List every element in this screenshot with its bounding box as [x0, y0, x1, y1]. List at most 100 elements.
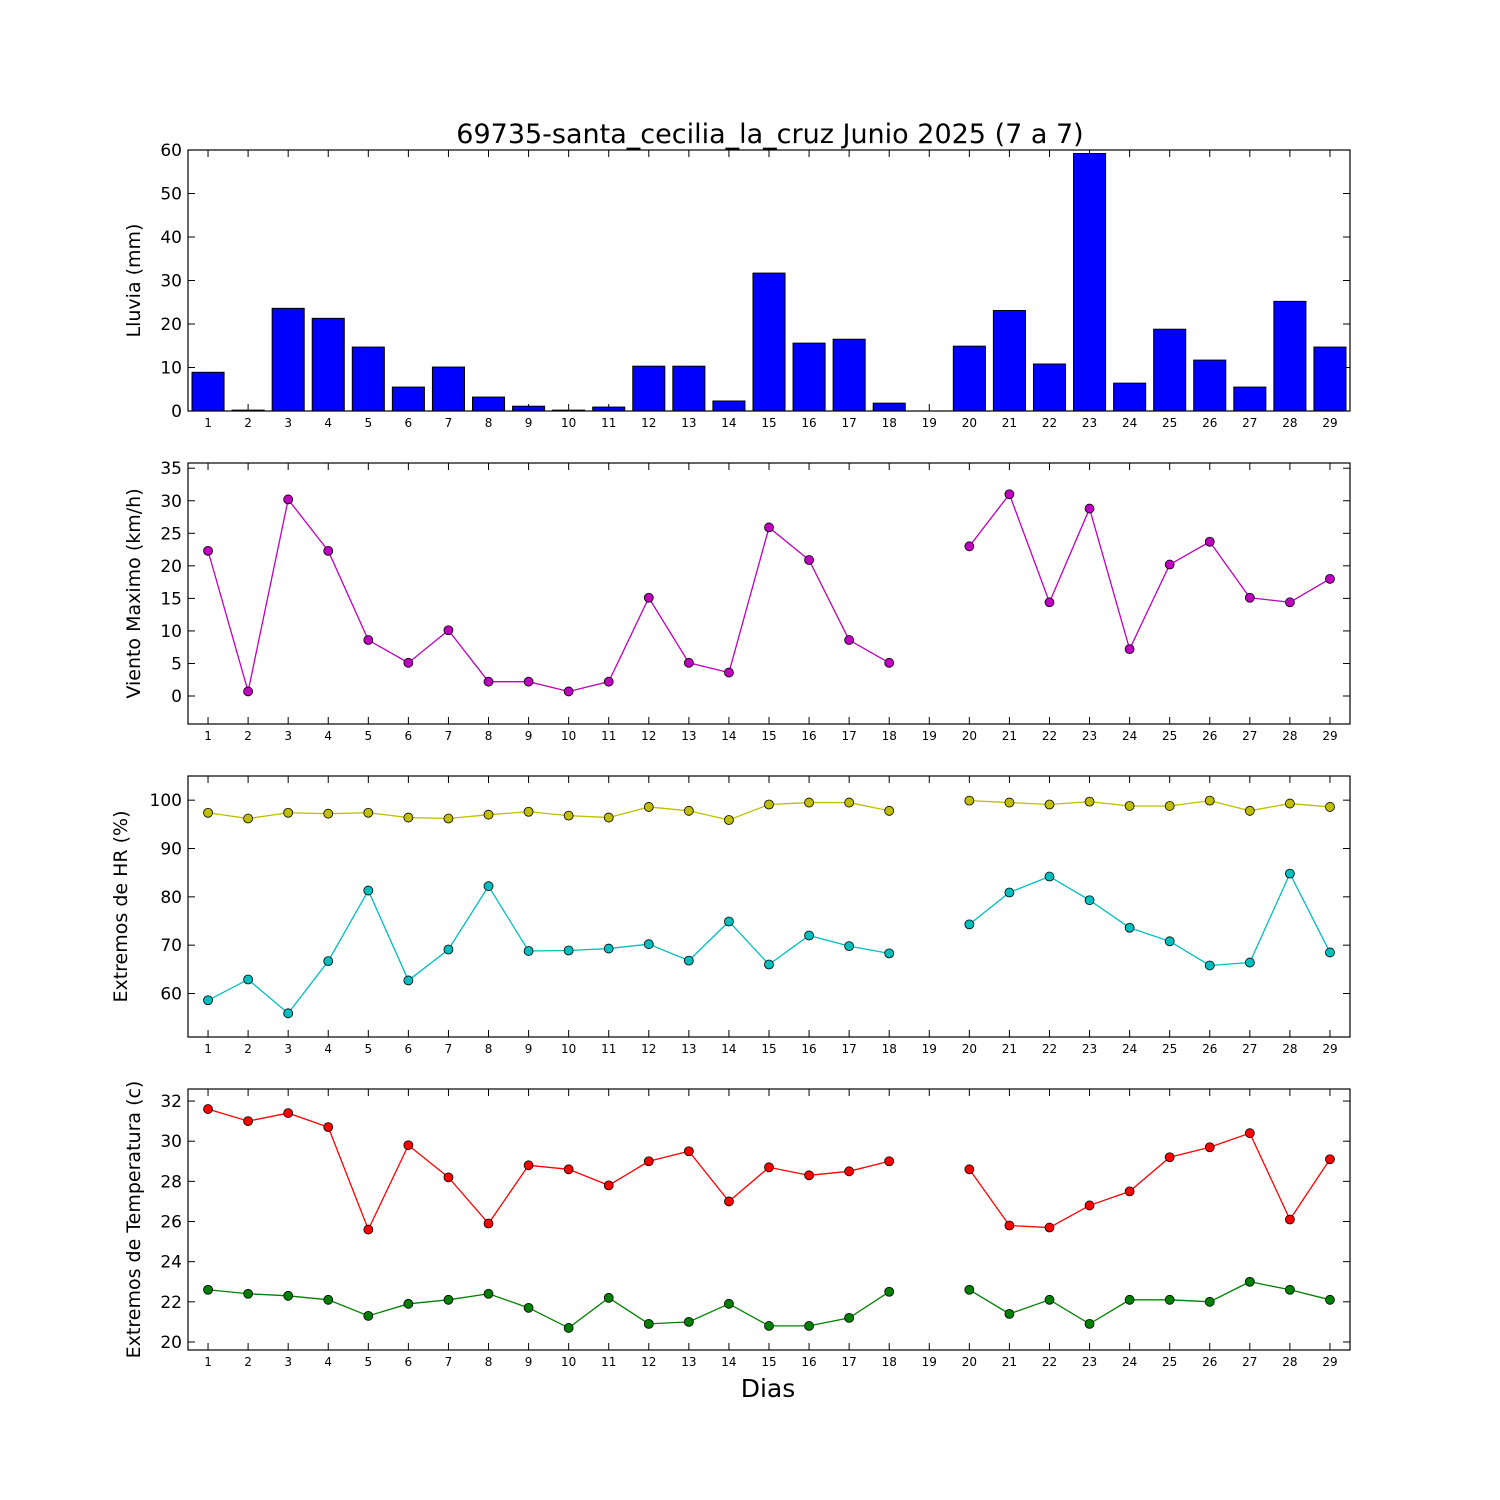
x-tick-label: 6 [405, 1042, 413, 1056]
y-axis-label: Lluvia (mm) [123, 224, 145, 338]
data-point [1164, 936, 1175, 947]
x-tick-label: 22 [1042, 1042, 1057, 1056]
y-tick-label: 20 [160, 315, 182, 335]
data-point [643, 592, 654, 603]
rain-bar [992, 310, 1026, 412]
x-tick-label: 4 [324, 1355, 332, 1369]
y-tick-label: 50 [160, 185, 182, 205]
data-point [804, 1321, 814, 1331]
data-point [203, 1284, 213, 1295]
x-tick-label: 20 [962, 416, 977, 430]
data-point [243, 974, 254, 985]
data-point [1204, 1296, 1215, 1307]
data-point [1044, 1222, 1055, 1233]
y-tick-label: 5 [171, 654, 182, 674]
data-point [1325, 947, 1335, 958]
data-point [764, 799, 774, 810]
y-tick-label: 10 [160, 622, 182, 642]
axes-frame [187, 149, 1351, 412]
x-tick-label: 2 [244, 416, 252, 430]
x-tick-label: 13 [681, 1042, 696, 1056]
x-tick-label: 23 [1082, 1355, 1097, 1369]
series-line [207, 1289, 890, 1329]
data-point [1164, 559, 1175, 570]
x-tick-label: 26 [1202, 416, 1217, 430]
data-point [804, 1170, 814, 1181]
x-axis-label: Dias [741, 1374, 796, 1403]
rain-bar [512, 405, 546, 412]
data-point [283, 1008, 294, 1019]
data-point [724, 1298, 734, 1309]
rain-bar [1073, 152, 1107, 412]
rain-bar [431, 366, 465, 412]
data-point [283, 494, 294, 505]
y-tick-label: 100 [150, 791, 182, 811]
y-tick-label: 70 [160, 936, 182, 956]
x-tick-label: 18 [882, 416, 897, 430]
x-tick-label: 29 [1322, 1355, 1337, 1369]
data-point [724, 1196, 734, 1207]
x-tick-label: 18 [882, 1042, 897, 1056]
y-tick-label: 25 [160, 524, 182, 544]
rain-bar [752, 272, 786, 412]
data-point [363, 807, 374, 818]
x-tick-label: 3 [284, 729, 292, 743]
x-tick-label: 11 [601, 1042, 616, 1056]
data-point [724, 916, 734, 927]
data-point [643, 1156, 654, 1167]
data-point [1164, 1294, 1175, 1305]
rain-bar [672, 365, 706, 412]
data-point [203, 545, 213, 556]
x-tick-label: 10 [561, 416, 576, 430]
rain-bar [1153, 328, 1187, 412]
x-tick-label: 22 [1042, 416, 1057, 430]
x-tick-label: 1 [204, 729, 212, 743]
data-point [884, 805, 895, 816]
series-line [207, 497, 890, 693]
axes-frame [187, 1088, 1351, 1351]
y-axis-label: Viento Maximo (km/h) [123, 488, 145, 698]
data-point [1084, 503, 1095, 514]
data-point [203, 807, 213, 818]
rain-bar [792, 342, 826, 412]
data-point [323, 1122, 334, 1133]
x-tick-label: 16 [801, 1042, 816, 1056]
data-point [1284, 868, 1295, 879]
x-tick-label: 10 [561, 729, 576, 743]
x-tick-label: 8 [485, 416, 493, 430]
x-tick-label: 17 [841, 416, 856, 430]
rain-bar [1273, 300, 1307, 412]
data-point [363, 1310, 374, 1321]
data-point [563, 810, 574, 821]
data-point [603, 943, 614, 954]
series-line [968, 872, 1331, 967]
data-point [1044, 871, 1055, 882]
x-tick-label: 18 [882, 729, 897, 743]
rain-bar [191, 371, 225, 412]
series-line [968, 1132, 1331, 1229]
x-tick-label: 5 [364, 1042, 372, 1056]
x-tick-label: 25 [1162, 416, 1177, 430]
data-point [323, 545, 334, 556]
x-tick-label: 1 [204, 1042, 212, 1056]
x-tick-label: 19 [922, 1355, 937, 1369]
rain-bar [1113, 382, 1147, 412]
x-tick-label: 5 [364, 1355, 372, 1369]
x-tick-label: 7 [445, 1042, 453, 1056]
data-point [483, 1288, 494, 1299]
x-tick-label: 28 [1282, 729, 1297, 743]
data-point [804, 930, 814, 941]
data-point [203, 1104, 213, 1114]
x-tick-label: 16 [801, 416, 816, 430]
y-tick-label: 20 [160, 557, 182, 577]
data-point [844, 635, 855, 645]
x-tick-label: 5 [364, 416, 372, 430]
x-tick-label: 8 [485, 1042, 493, 1056]
x-tick-label: 27 [1242, 416, 1257, 430]
x-tick-label: 21 [1002, 1042, 1017, 1056]
data-point [1044, 799, 1055, 810]
